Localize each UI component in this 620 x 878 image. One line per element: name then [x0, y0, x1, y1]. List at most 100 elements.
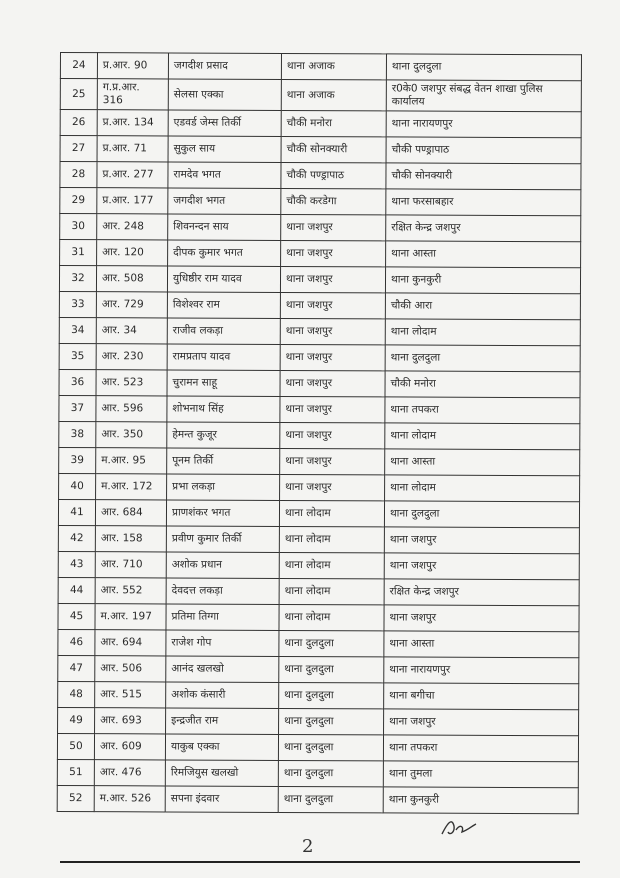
badge-number: आर. 34 — [96, 317, 168, 344]
badge-number: आर. 684 — [95, 499, 167, 526]
employee-name: आनंद खलखो — [165, 655, 279, 683]
table-row: 46 आर. 694 राजेश गोप थाना दुलदुला थाना आस्ता — [57, 629, 579, 658]
badge-number: आर. 609 — [94, 733, 166, 760]
employee-name: राजीव लकड़ा — [167, 317, 281, 345]
current-posting: थाना जशपुर — [280, 240, 386, 267]
table-row: 45 म.आर. 197 प्रतिमा तिग्गा थाना लोदाम थाना … — [57, 603, 580, 632]
new-posting: थाना तपकरा — [383, 734, 579, 762]
serial-number: 32 — [59, 265, 97, 292]
serial-number: 45 — [57, 603, 96, 630]
new-posting: थाना नारायणपुर — [386, 110, 582, 138]
employee-name: देवदत्त लकड़ा — [166, 577, 280, 605]
current-posting: थाना जशपुर — [279, 396, 385, 423]
new-posting: थाना आस्ता — [383, 630, 579, 658]
current-posting: थाना दुलदुला — [278, 786, 384, 813]
table-row: 48 आर. 515 अशोक कंसारी थाना दुलदुला थाना बगी… — [57, 681, 579, 710]
new-posting: थाना जशपुर — [384, 552, 580, 580]
serial-number: 46 — [57, 629, 95, 656]
employee-name: हेमन्त कुजूर — [166, 421, 280, 449]
serial-number: 52 — [57, 785, 95, 812]
current-posting: थाना दुलदुला — [278, 630, 384, 657]
serial-number: 24 — [60, 52, 98, 79]
new-posting: थाना दुलदुला — [384, 500, 580, 528]
employee-name: प्रभा लकड़ा — [166, 473, 280, 501]
employee-name: जगदीश भगत — [167, 187, 281, 215]
serial-number: 44 — [58, 577, 96, 604]
current-posting: थाना जशपुर — [279, 474, 385, 501]
badge-number: आर. 596 — [95, 395, 168, 422]
employee-name: अशोक प्रधान — [166, 551, 280, 579]
new-posting: चौकी मनोरा — [384, 370, 581, 398]
new-posting: रक्षित केन्द्र जशपुर — [384, 578, 580, 606]
badge-number: आर. 523 — [96, 369, 168, 396]
serial-number: 31 — [59, 239, 97, 266]
new-posting: र0के0 जशपुर संबद्ध वेतन शाखा पुलिस कार्य… — [386, 79, 582, 112]
serial-number: 27 — [60, 135, 98, 162]
employee-name: चुरामन साहू — [167, 369, 281, 397]
badge-number: आर. 693 — [94, 707, 166, 734]
serial-number: 34 — [59, 317, 97, 344]
badge-number: आर. 710 — [95, 551, 167, 578]
table-row: 26 प्र.आर. 134 एडवर्ड जेम्स तिर्की चौकी मनो… — [60, 109, 582, 138]
serial-number: 26 — [60, 109, 98, 136]
badge-number: म.आर. 526 — [94, 785, 166, 812]
new-posting: थाना कुनकुरी — [383, 786, 579, 814]
serial-number: 37 — [58, 395, 97, 422]
new-posting: थाना बगीचा — [383, 682, 579, 710]
serial-number: 50 — [57, 733, 95, 760]
serial-number: 36 — [59, 369, 97, 396]
badge-number: ग.प्र.आर. 316 — [97, 78, 169, 110]
badge-number: प्र.आर. 71 — [97, 135, 169, 162]
serial-number: 49 — [57, 707, 95, 734]
employee-name: एडवर्ड जेम्स तिर्की — [168, 109, 282, 137]
new-posting: थाना आस्ता — [384, 448, 580, 476]
table-row: 44 आर. 552 देवदत्त लकड़ा थाना लोदाम रक्षित क… — [58, 577, 580, 606]
table-row: 35 आर. 230 रामप्रताप यादव थाना जशपुर थाना दु… — [59, 343, 581, 372]
table-row: 34 आर. 34 राजीव लकड़ा थाना जशपुर थाना लोदाम — [59, 317, 581, 346]
badge-number: आर. 508 — [96, 265, 168, 292]
badge-number: आर. 506 — [94, 655, 166, 682]
new-posting: रक्षित केन्द्र जशपुर — [385, 214, 581, 242]
new-posting: थाना जशपुर — [383, 604, 580, 632]
current-posting: चौकी सोनक्यारी — [281, 136, 387, 163]
table-row: 36 आर. 523 चुरामन साहू थाना जशपुर चौकी मनोरा — [59, 369, 581, 398]
current-posting: थाना दुलदुला — [278, 708, 384, 735]
badge-number: आर. 476 — [94, 759, 166, 786]
current-posting: थाना लोदाम — [279, 578, 385, 605]
page-divider — [60, 861, 580, 863]
new-posting: थाना नारायणपुर — [383, 656, 579, 684]
table-row: 42 आर. 158 प्रवीण कुमार तिर्की थाना लोदाम था… — [58, 525, 580, 554]
serial-number: 42 — [58, 525, 96, 552]
badge-number: आर. 729 — [96, 291, 168, 318]
badge-number: आर. 515 — [94, 681, 166, 708]
serial-number: 48 — [57, 681, 95, 708]
new-posting: थाना तपकरा — [384, 396, 580, 424]
employee-name: अशोक कंसारी — [165, 681, 279, 709]
badge-number: आर. 694 — [94, 629, 166, 656]
badge-number: म.आर. 197 — [94, 603, 167, 630]
new-posting: थाना तुमला — [383, 760, 579, 788]
badge-number: प्र.आर. 177 — [96, 187, 168, 214]
table-row: 28 प्र.आर. 277 रामदेव भगत चौकी पण्ड्रापाठ चौ… — [59, 161, 582, 190]
table-row: 25 ग.प्र.आर. 316 सेलसा एक्का थाना अजाक र0के0… — [60, 78, 582, 112]
current-posting: थाना जशपुर — [280, 292, 386, 319]
current-posting: थाना दुलदुला — [278, 760, 384, 787]
badge-number: आर. 248 — [96, 213, 168, 240]
transfer-list-table: 24 प्र.आर. 90 जगदीश प्रसाद थाना अजाक थाना दु… — [57, 52, 582, 814]
table-row: 24 प्र.आर. 90 जगदीश प्रसाद थाना अजाक थाना दु… — [60, 52, 582, 81]
badge-number: आर. 350 — [95, 421, 167, 448]
table-row: 32 आर. 508 युधिष्ठीर राम यादव थाना जशपुर थान… — [59, 265, 581, 294]
new-posting: थाना कुनकुरी — [385, 266, 581, 294]
serial-number: 38 — [58, 421, 96, 448]
employee-name: प्रवीण कुमार तिर्की — [166, 525, 280, 553]
current-posting: थाना अजाक — [281, 79, 387, 111]
employee-name: शिवनन्दन साय — [167, 213, 281, 241]
table-row: 38 आर. 350 हेमन्त कुजूर थाना जशपुर थाना लोदा… — [58, 421, 580, 450]
badge-number: प्र.आर. 134 — [97, 109, 169, 136]
table-row: 33 आर. 729 विशेश्वर राम थाना जशपुर चौकी आरा — [59, 291, 581, 320]
table-row: 39 म.आर. 95 पूनम तिर्की थाना जशपुर थाना आस्त… — [58, 447, 580, 476]
employee-name: दीपक कुमार भगत — [167, 239, 281, 267]
new-posting: चौकी पण्ड्रापाठ — [386, 136, 582, 164]
table-row: 27 प्र.आर. 71 सुकुल साय चौकी सोनक्यारी चौकी … — [60, 135, 582, 164]
table-row: 30 आर. 248 शिवनन्दन साय थाना जशपुर रक्षित के… — [59, 213, 581, 242]
